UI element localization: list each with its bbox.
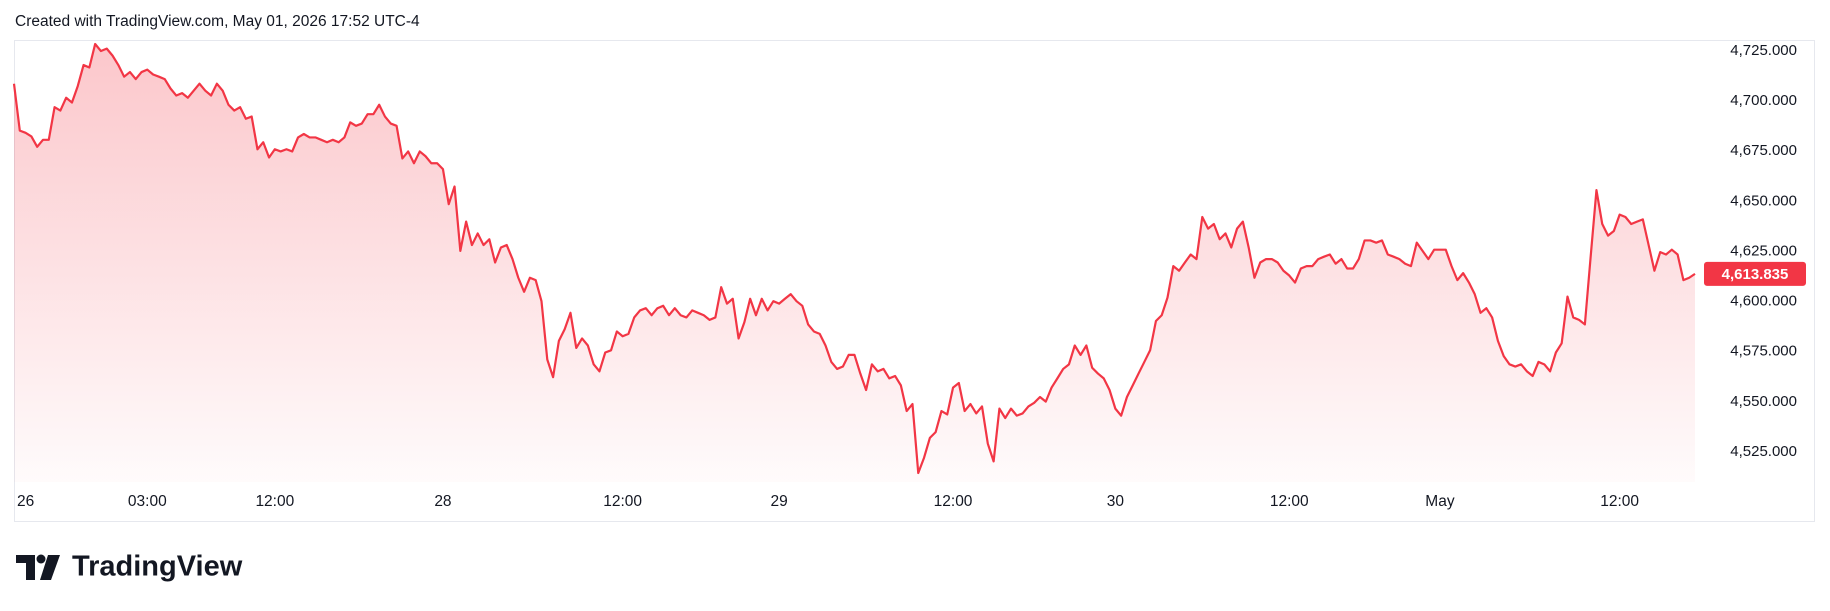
brand-name: TradingView xyxy=(72,551,243,583)
last-price-box xyxy=(1704,261,1806,286)
logo-dot xyxy=(36,554,46,564)
y-tick-label: 4,525.000 xyxy=(1730,443,1797,460)
header-text: Created with TradingView.com, May 01, 20… xyxy=(15,13,420,30)
area-fill xyxy=(14,44,1695,482)
y-tick-label: 4,625.000 xyxy=(1730,242,1797,259)
x-tick-label: May xyxy=(1425,493,1455,510)
x-tick-label: 28 xyxy=(434,493,451,510)
x-tick-label: 26 xyxy=(17,493,34,510)
x-tick-label: 12:00 xyxy=(1270,493,1309,510)
y-tick-label: 4,575.000 xyxy=(1730,343,1797,360)
brand-logo xyxy=(16,554,60,580)
x-tick-label: 30 xyxy=(1107,493,1125,510)
price-line xyxy=(12,42,1696,475)
y-tick-label: 4,650.000 xyxy=(1730,192,1797,209)
x-tick-label: 12:00 xyxy=(603,493,642,510)
logo-t xyxy=(16,555,35,580)
x-tick-label: 12:00 xyxy=(1600,493,1639,510)
y-tick-label: 4,600.000 xyxy=(1730,293,1797,310)
y-tick-label: 4,550.000 xyxy=(1730,393,1797,410)
last-price-label: 4,613.835 xyxy=(1722,266,1789,283)
x-tick-label: 12:00 xyxy=(255,493,294,510)
x-tick-label: 03:00 xyxy=(128,493,167,510)
y-tick-label: 4,700.000 xyxy=(1730,92,1797,109)
x-tick-label: 29 xyxy=(771,493,788,510)
y-tick-label: 4,725.000 xyxy=(1730,42,1797,59)
logo-slash xyxy=(40,555,60,580)
y-tick-label: 4,675.000 xyxy=(1730,142,1797,159)
x-tick-label: 12:00 xyxy=(934,493,973,510)
